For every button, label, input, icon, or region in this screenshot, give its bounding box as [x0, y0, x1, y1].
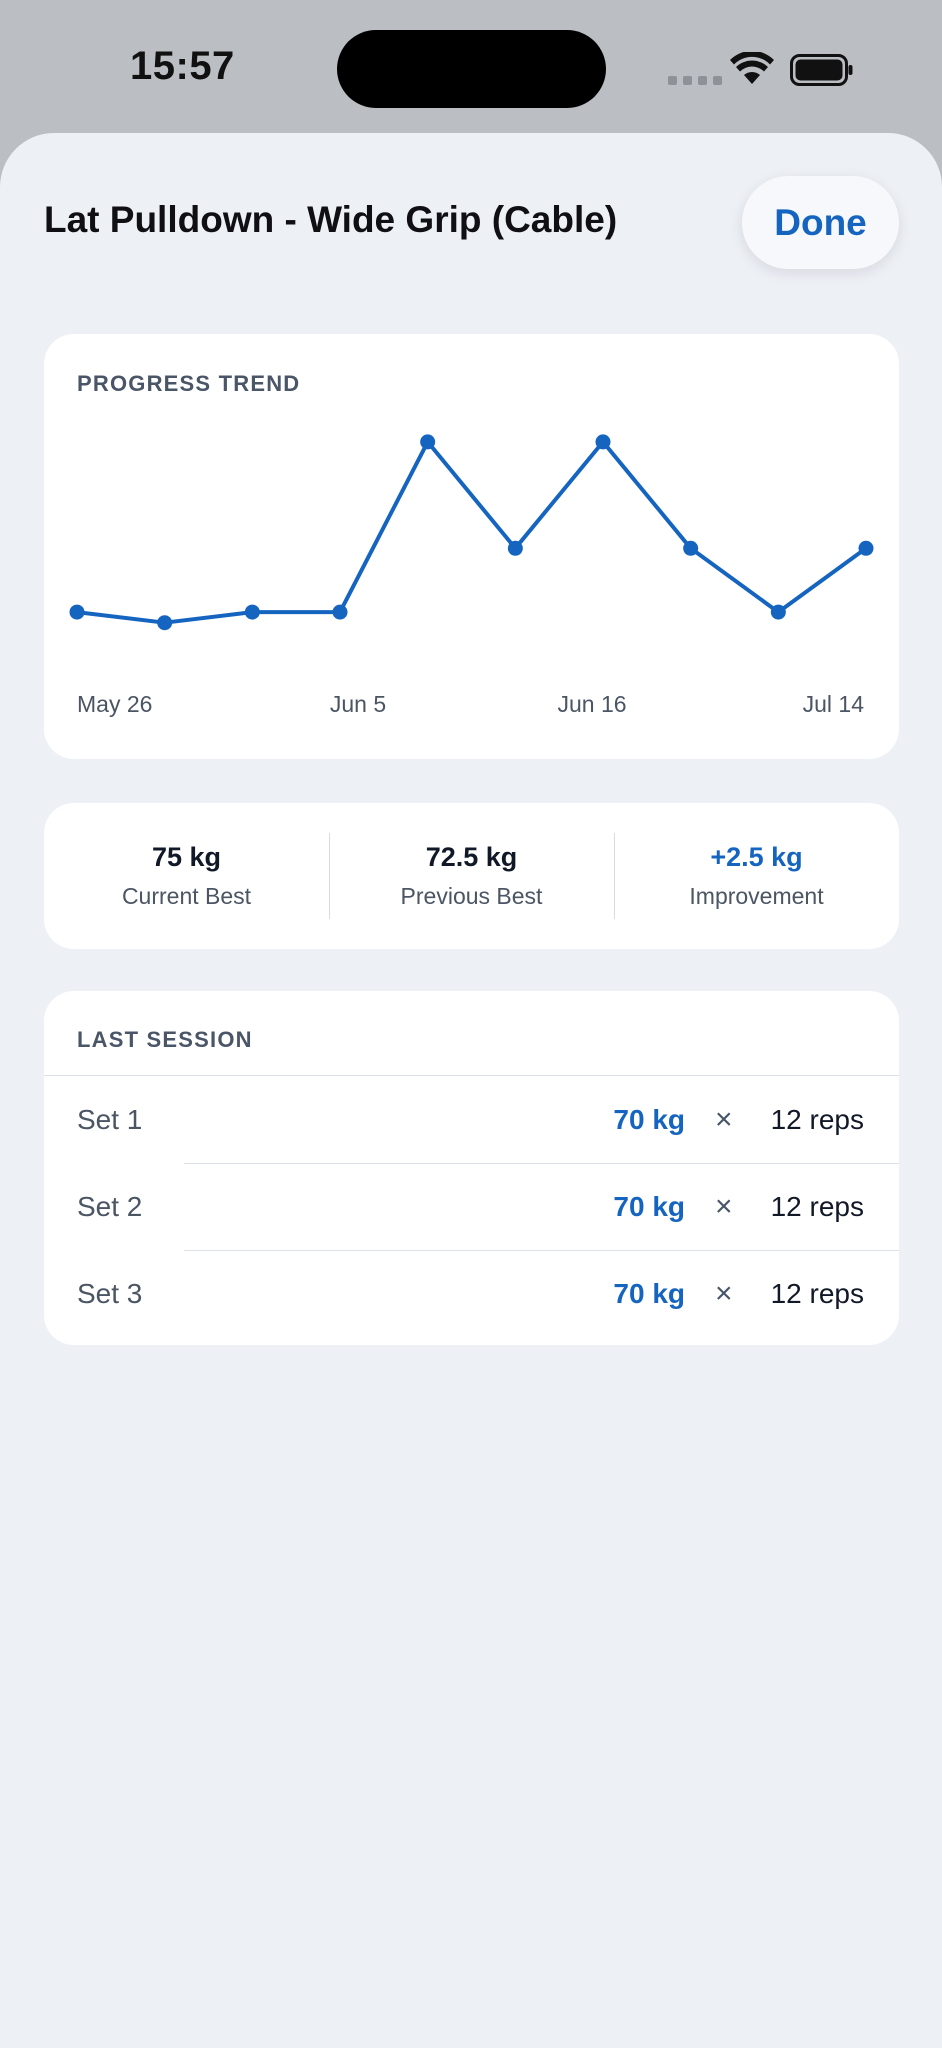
- set-weight: 70 kg: [613, 1277, 685, 1309]
- times-icon: ×: [715, 1276, 733, 1310]
- exercise-detail-sheet: Lat Pulldown - Wide Grip (Cable) Done PR…: [0, 133, 942, 2048]
- data-point: [332, 604, 348, 620]
- set-weight: 70 kg: [613, 1103, 685, 1135]
- series-line: [76, 439, 868, 625]
- dynamic-island: [337, 30, 606, 108]
- data-point: [770, 604, 786, 620]
- divider: [184, 1163, 899, 1164]
- data-point: [858, 540, 874, 556]
- data-point: [595, 434, 611, 450]
- stat-value: 72.5 kg: [425, 842, 518, 872]
- stat-value: 75 kg: [151, 842, 222, 872]
- stat-label: Current Best: [121, 883, 252, 909]
- exercise-title: Lat Pulldown - Wide Grip (Cable): [44, 199, 618, 240]
- times-icon: ×: [715, 1189, 733, 1223]
- x-tick-label: Jun 16: [557, 691, 626, 717]
- last-session-label: LAST SESSION: [77, 1027, 253, 1052]
- data-point: [683, 540, 699, 556]
- set-name: Set 1: [77, 1103, 143, 1135]
- progress-trend-card: PROGRESS TREND May 26 Jun 5 Jun 16 Jul 14: [44, 334, 899, 759]
- done-button[interactable]: Done: [742, 176, 899, 269]
- set-row: Set 3 70 kg × 12 reps: [44, 1250, 899, 1337]
- x-tick-label: Jul 14: [803, 691, 865, 717]
- wifi-icon: [730, 52, 774, 84]
- set-name: Set 3: [77, 1277, 143, 1309]
- stat-label: Improvement: [689, 883, 824, 909]
- stat-item: 72.5 kg Previous Best: [329, 803, 614, 949]
- x-tick-label: Jun 5: [330, 691, 386, 717]
- divider: [184, 1250, 899, 1251]
- stat-item: +2.5 kg Improvement: [614, 803, 899, 949]
- set-name: Set 2: [77, 1190, 143, 1222]
- set-row: Set 1 70 kg × 12 reps: [44, 1076, 899, 1163]
- data-point: [244, 604, 260, 620]
- stat-label: Previous Best: [400, 883, 543, 909]
- status-bar: 15:57: [0, 0, 942, 134]
- data-point: [507, 540, 523, 556]
- times-icon: ×: [715, 1102, 733, 1136]
- divider: [44, 1075, 899, 1076]
- set-weight: 70 kg: [613, 1190, 685, 1222]
- data-point: [420, 434, 436, 450]
- stat-value: +2.5 kg: [710, 842, 803, 872]
- set-row: Set 2 70 kg × 12 reps: [44, 1163, 899, 1250]
- last-session-card: LAST SESSION Set 1 70 kg × 12 reps Set 2 70 k…: [44, 991, 899, 1345]
- set-reps: 12 reps: [770, 1277, 864, 1309]
- data-point: [157, 615, 173, 631]
- stat-item: 75 kg Current Best: [44, 803, 329, 949]
- cellular-signal-icon: [668, 76, 722, 85]
- battery-icon: [790, 54, 853, 86]
- stats-card: 75 kg Current Best 72.5 kg Previous Best +2.…: [44, 803, 899, 949]
- progress-line-chart: May 26 Jun 5 Jun 16 Jul 14: [69, 434, 874, 717]
- data-point: [69, 604, 85, 620]
- progress-trend-label: PROGRESS TREND: [77, 371, 301, 396]
- set-reps: 12 reps: [770, 1190, 864, 1222]
- status-time: 15:57: [130, 44, 235, 88]
- x-tick-label: May 26: [77, 691, 152, 717]
- set-reps: 12 reps: [770, 1103, 864, 1135]
